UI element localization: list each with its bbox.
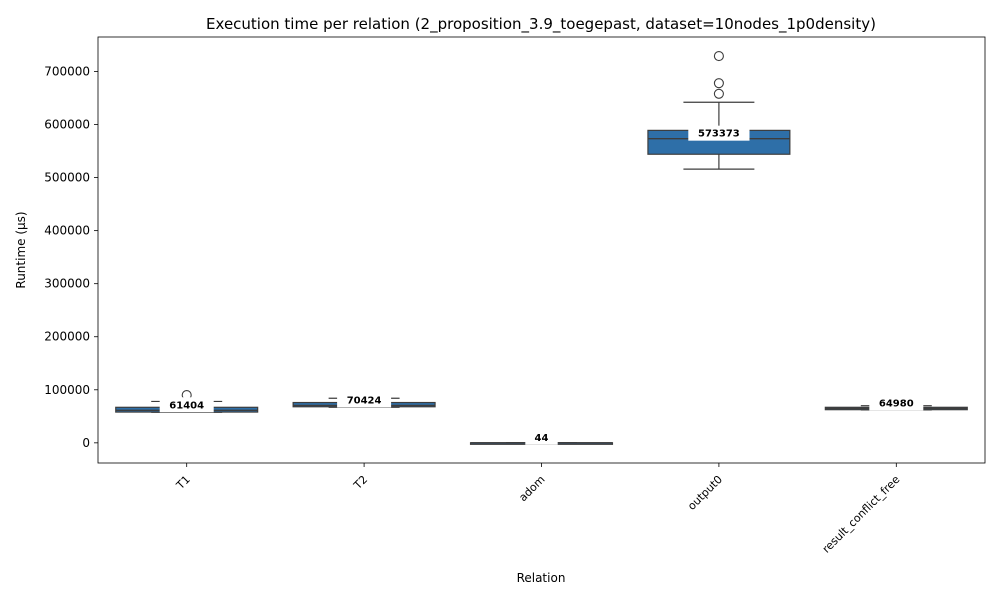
median-label: 573373: [698, 129, 740, 140]
median-label-bg: [688, 125, 750, 141]
outlier-point: [713, 78, 724, 89]
y-tick-label: 100000: [44, 383, 90, 397]
median-label: 70424: [347, 395, 382, 406]
y-tick-label: 0: [82, 436, 90, 450]
y-tick-label: 400000: [44, 224, 90, 238]
x-axis-label: Relation: [517, 571, 566, 585]
y-tick-label: 500000: [44, 171, 90, 185]
median-label-bg: [525, 429, 558, 445]
y-tick-label: 200000: [44, 330, 90, 344]
median-label: 61404: [169, 400, 204, 411]
median-label-bg: [337, 392, 392, 408]
y-tick-label: 300000: [44, 277, 90, 291]
y-tick-label: 700000: [44, 64, 90, 78]
y-tick-label: 600000: [44, 118, 90, 132]
boxes-layer: 61404 70424 44 573373 64980: [115, 51, 968, 445]
y-axis: 0 100000 200000 300000 400000 500000 600000 700…: [44, 64, 98, 450]
median-label-bg: [159, 397, 214, 413]
outlier-point: [713, 88, 724, 99]
chart-title: Execution time per relation (2_propositi…: [206, 15, 876, 34]
box-group: 573373: [647, 51, 791, 170]
median-label: 64980: [879, 398, 914, 409]
box-group: 61404: [115, 390, 259, 413]
box-group: 70424: [292, 392, 436, 408]
box-group: 44: [469, 429, 614, 445]
box-group: 64980: [824, 395, 968, 411]
median-label: 44: [535, 433, 549, 444]
median-label-bg: [869, 395, 924, 411]
outlier-point: [713, 51, 724, 62]
y-axis-label: Runtime (µs): [14, 211, 28, 288]
